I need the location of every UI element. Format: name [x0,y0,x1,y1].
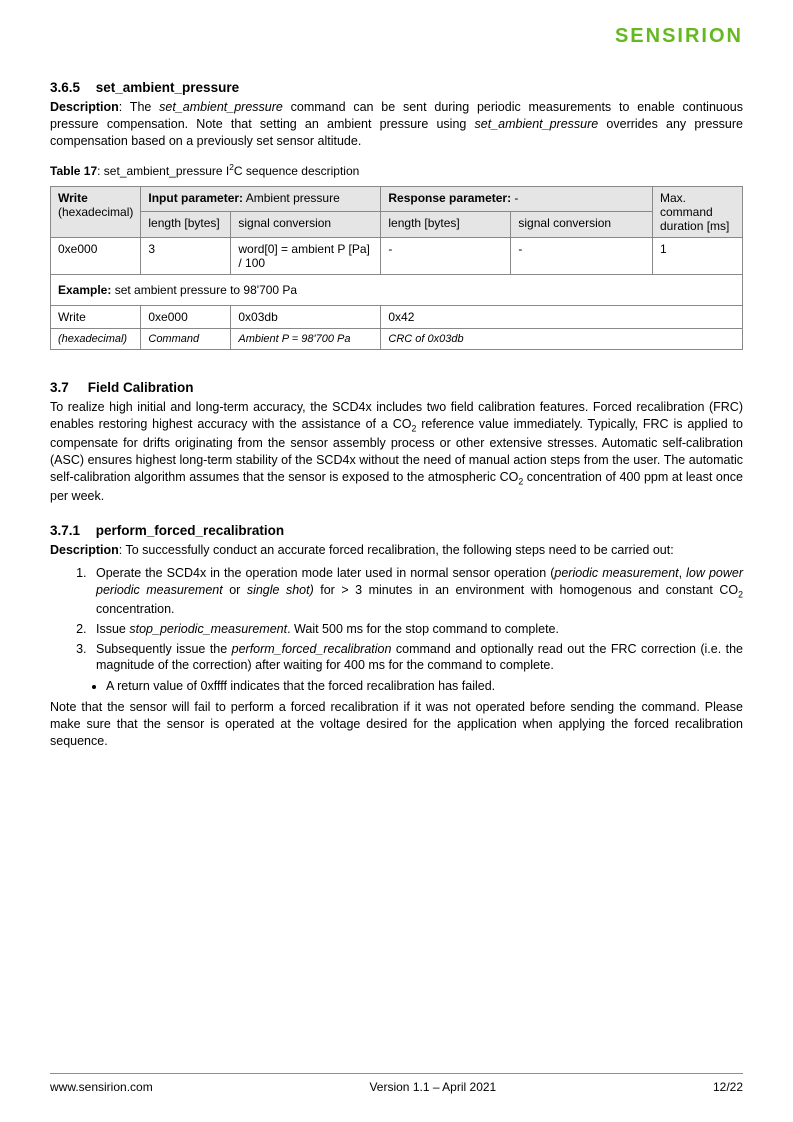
example-hints: (hexadecimal) Command Ambient P = 98'700… [51,328,743,349]
example-header: Example: set ambient pressure to 98'700 … [51,274,743,305]
heading-3-7-1: 3.7.1 perform_forced_recalibration [50,523,743,538]
sec371-description: Description: To successfully conduct an … [50,542,743,559]
sec37-body: To realize high initial and long-term ac… [50,399,743,505]
list-item: Subsequently issue the perform_forced_re… [90,641,743,675]
footer-page: 12/22 [713,1080,743,1094]
th-len2: length [bytes] [381,212,511,238]
th-sig2: signal conversion [511,212,653,238]
section-title: set_ambient_pressure [96,80,239,95]
bullet-list: A return value of 0xffff indicates that … [106,678,743,695]
heading-3-7: 3.7 Field Calibration [50,380,743,395]
page-content: 3.6.5 set_ambient_pressure Description: … [50,80,743,750]
footer-version: Version 1.1 – April 2021 [369,1080,496,1094]
list-item: Operate the SCD4x in the operation mode … [90,565,743,618]
section-title: Field Calibration [88,380,194,395]
sec371-note: Note that the sensor will fail to perfor… [50,699,743,750]
th-sig1: signal conversion [231,212,381,238]
list-item: Issue stop_periodic_measurement. Wait 50… [90,621,743,638]
section-number: 3.7 [50,380,84,395]
sec365-description: Description: The set_ambient_pressure co… [50,99,743,150]
footer-url: www.sensirion.com [50,1080,153,1094]
table17: Write(hexadecimal) Input parameter: Ambi… [50,186,743,350]
section-number: 3.6.5 [50,80,92,95]
th-resp: Response parameter: - [381,186,653,212]
example-values: Write 0xe000 0x03db 0x42 [51,305,743,328]
th-len1: length [bytes] [141,212,231,238]
table-row: 0xe000 3 word[0] = ambient P [Pa] / 100 … [51,237,743,274]
section-title: perform_forced_recalibration [96,523,284,538]
list-item: A return value of 0xffff indicates that … [106,678,743,695]
th-write: Write(hexadecimal) [51,186,141,237]
desc-label: Description [50,100,119,114]
page-footer: www.sensirion.com Version 1.1 – April 20… [50,1073,743,1094]
brand-logo: SENSIRION [615,25,743,48]
th-input: Input parameter: Ambient pressure [141,186,381,212]
th-max: Max. commandduration [ms] [653,186,743,237]
steps-list: Operate the SCD4x in the operation mode … [90,565,743,675]
section-number: 3.7.1 [50,523,92,538]
heading-3-6-5: 3.6.5 set_ambient_pressure [50,80,743,95]
table17-caption: Table 17: set_ambient_pressure I2C seque… [50,162,743,178]
